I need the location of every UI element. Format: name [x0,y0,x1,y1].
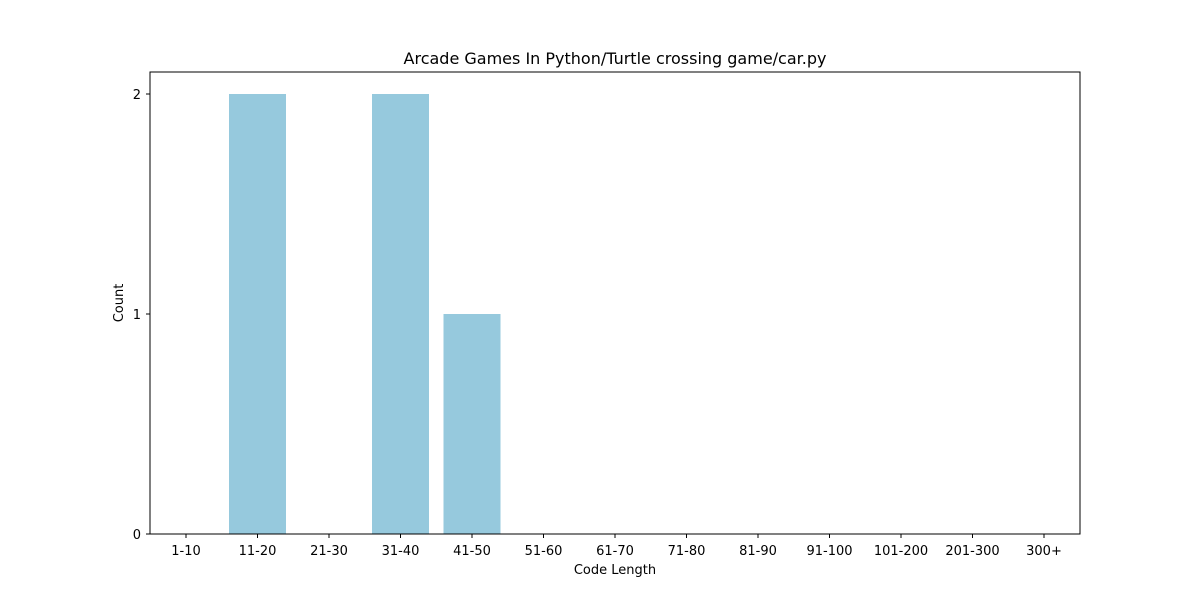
x-axis-label: Code Length [574,563,656,578]
chart-title: Arcade Games In Python/Turtle crossing g… [404,49,827,68]
bar-11-20 [229,94,286,534]
x-axis-ticks: 1-10 11-20 21-30 31-40 41-50 51-60 61-70 71-80 8… [171,534,1062,559]
x-tick-label: 41-50 [453,544,491,559]
x-tick-label: 201-300 [945,544,999,559]
x-tick-label: 61-70 [596,544,634,559]
x-tick-label: 31-40 [382,544,420,559]
plot-frame [149,71,1081,535]
bars-layer [229,94,501,534]
x-tick-label: 101-200 [874,544,928,559]
y-axis-label: Count [112,284,127,323]
x-tick-label: 21-30 [310,544,348,559]
y-tick-label: 0 [133,528,141,543]
x-tick-label: 300+ [1026,544,1062,559]
x-tick-label: 71-80 [668,544,706,559]
x-tick-label: 91-100 [806,544,852,559]
x-tick-label: 11-20 [239,544,277,559]
x-tick-label: 81-90 [739,544,777,559]
bar-31-40 [372,94,429,534]
y-tick-label: 1 [133,308,141,323]
x-tick-label: 1-10 [171,544,201,559]
y-tick-label: 2 [133,88,141,103]
y-axis-ticks: 0 1 2 [133,88,150,543]
x-tick-label: 51-60 [525,544,563,559]
bar-41-50 [443,314,501,534]
